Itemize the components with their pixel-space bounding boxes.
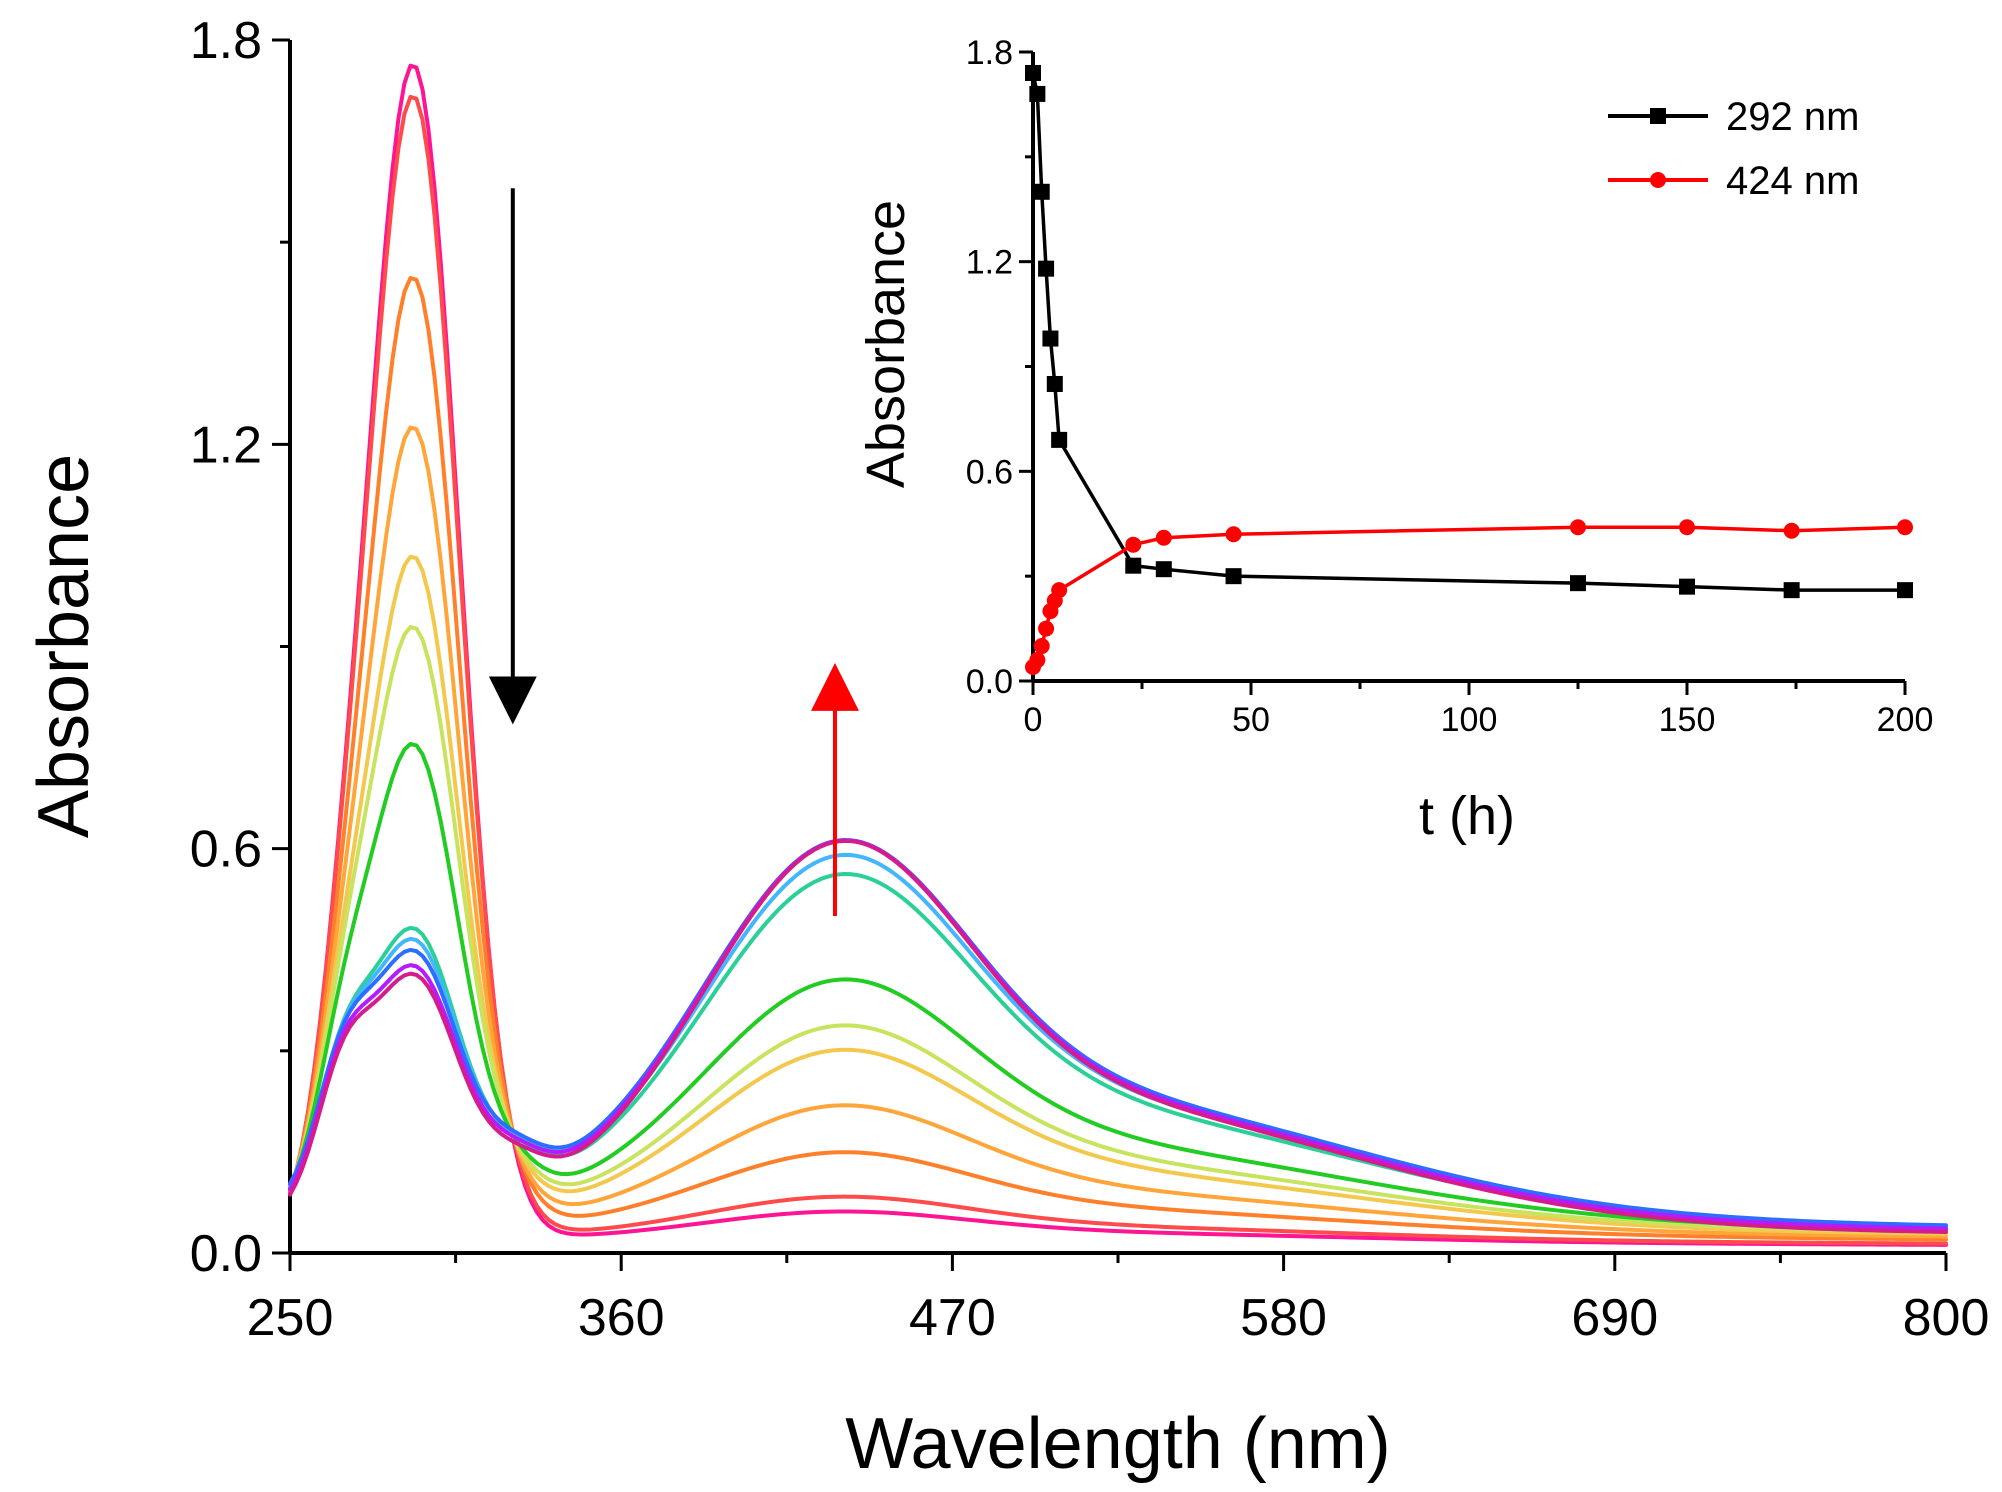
inset-marker-292-nm bbox=[1046, 375, 1063, 392]
spectrum-1 bbox=[288, 63, 1948, 1247]
inset-y-axis-title: Absorbance bbox=[856, 200, 916, 488]
spectrum-5 bbox=[288, 554, 1948, 1236]
inset-marker-292-nm bbox=[1051, 431, 1068, 448]
inset-marker-292-nm bbox=[1025, 64, 1041, 81]
inset-marker-424-nm bbox=[1570, 519, 1586, 536]
inset-marker-292-nm bbox=[1155, 561, 1172, 578]
inset-marker-292-nm bbox=[1570, 575, 1586, 592]
main-x-tick-label: 470 bbox=[909, 1289, 996, 1347]
main-x-tick-label: 800 bbox=[1903, 1289, 1990, 1347]
inset-x-tick-label: 50 bbox=[1232, 701, 1270, 739]
inset-marker-292-nm bbox=[1042, 330, 1059, 347]
inset-y-tick-label: 0.6 bbox=[966, 453, 1013, 491]
inset-marker-292-nm bbox=[1225, 568, 1242, 585]
inset-marker-424-nm bbox=[1029, 652, 1046, 669]
inset-x-tick-label: 200 bbox=[1877, 701, 1934, 739]
legend-label-424-nm: 424 nm bbox=[1726, 159, 1859, 203]
inset-marker-424-nm bbox=[1125, 536, 1142, 553]
inset-marker-292-nm bbox=[1897, 582, 1913, 599]
inset-x-tick-label: 150 bbox=[1659, 701, 1716, 739]
spectrum-4 bbox=[288, 425, 1948, 1239]
main-x-tick-label: 690 bbox=[1571, 1289, 1658, 1347]
spectrum-7 bbox=[288, 741, 1948, 1232]
inset-y-tick-label: 1.2 bbox=[966, 244, 1013, 282]
main-x-tick-label: 360 bbox=[578, 1289, 665, 1347]
inset-marker-424-nm bbox=[1033, 638, 1050, 655]
main-y-tick-label: 0.0 bbox=[190, 1225, 262, 1283]
inset-series-424-line bbox=[1031, 525, 1906, 668]
inset-marker-424-nm bbox=[1225, 526, 1242, 543]
main-x-axis-title: Wavelength (nm) bbox=[845, 1404, 1391, 1484]
spectrum-6 bbox=[288, 625, 1948, 1234]
spectrum-12 bbox=[288, 838, 1948, 1234]
inset-series-292-line bbox=[1031, 72, 1905, 592]
inset-marker-424-nm bbox=[1038, 620, 1055, 637]
inset-marker-424-nm bbox=[1155, 529, 1172, 546]
inset-x-axis-title: t (h) bbox=[1419, 786, 1515, 846]
spectrum-8 bbox=[288, 872, 1948, 1230]
inset-marker-424-nm bbox=[1679, 519, 1695, 536]
inset-plot: 0 50 100 150 200 0.0 0.6 1.2 1.8 Absorbance t (h) 2… bbox=[856, 34, 1933, 846]
main-y-tick-label: 0.6 bbox=[190, 821, 262, 879]
inset-marker-292-nm bbox=[1038, 260, 1055, 277]
inset-marker-292-nm bbox=[1125, 557, 1142, 574]
main-x-tick-label: 250 bbox=[247, 1289, 334, 1347]
main-y-tick-label: 1.2 bbox=[190, 416, 262, 474]
main-x-tick-label: 580 bbox=[1240, 1289, 1327, 1347]
spectrum-2 bbox=[288, 94, 1948, 1246]
inset-y-tick-label: 0.0 bbox=[966, 663, 1013, 701]
inset-marker-292-nm bbox=[1033, 183, 1050, 200]
main-y-tick-label: 1.8 bbox=[190, 12, 262, 70]
inset-marker-292-nm bbox=[1029, 85, 1046, 102]
spectrum-3 bbox=[288, 276, 1948, 1242]
spectrum-10 bbox=[288, 838, 1948, 1228]
main-y-axis-title: Absorbance bbox=[24, 454, 104, 838]
inset-marker-424-nm bbox=[1051, 582, 1068, 599]
main-plot: 250 360 470 580 690 800 0.0 0.6 1.2 1.8 Absorbance… bbox=[24, 12, 1989, 1484]
legend-marker-424-nm bbox=[1650, 172, 1666, 188]
legend-label-292-nm: 292 nm bbox=[1726, 95, 1859, 139]
inset-marker-292-nm bbox=[1783, 582, 1800, 599]
inset-y-tick-label: 1.8 bbox=[966, 34, 1013, 72]
inset-x-tick-label: 100 bbox=[1441, 701, 1498, 739]
inset-marker-424-nm bbox=[1783, 522, 1800, 539]
spectrum-11 bbox=[288, 838, 1948, 1231]
legend-marker-292-nm bbox=[1650, 108, 1666, 124]
inset-x-tick-label: 0 bbox=[1024, 701, 1043, 739]
inset-marker-424-nm bbox=[1897, 519, 1913, 536]
inset-marker-292-nm bbox=[1679, 578, 1695, 595]
